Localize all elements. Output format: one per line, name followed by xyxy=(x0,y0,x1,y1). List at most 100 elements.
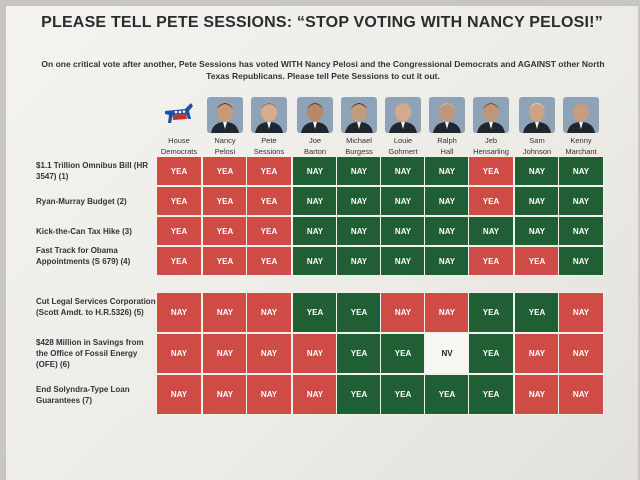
vote-cell: NAY xyxy=(202,333,248,374)
column-name-line-1: Michael xyxy=(346,136,372,145)
vote-cell: NAY xyxy=(292,186,338,216)
row-label: Ryan-Murray Budget (2) xyxy=(36,196,127,206)
vote-cell: NAY xyxy=(292,156,338,186)
vote-cell: YEA xyxy=(424,374,470,415)
vote-cell: NAY xyxy=(336,186,382,216)
vote-cell: NAY xyxy=(558,186,604,216)
portrait-icon xyxy=(429,97,465,133)
vote-cell: NAY xyxy=(246,333,292,374)
vote-cell: NAY xyxy=(558,292,604,333)
column-name-line-1: Louie xyxy=(393,136,413,145)
vote-cell: NAY xyxy=(292,246,338,276)
vote-cell: NAY xyxy=(246,292,292,333)
subtitle-line-1: On one critical vote after another, Pete… xyxy=(41,59,605,69)
row-label: $428 Million in Savings from the Office … xyxy=(36,338,144,369)
row-label: End Solyndra-Type Loan Guarantees (7) xyxy=(36,384,130,405)
vote-cell: YEA xyxy=(380,333,426,374)
portrait-icon xyxy=(563,97,599,133)
portrait-icon xyxy=(473,97,509,133)
vote-cell: YEA xyxy=(336,292,382,333)
portrait-icon xyxy=(519,97,555,133)
column-name: Jeb Hensarling xyxy=(469,135,513,157)
vote-cell: YEA xyxy=(202,216,248,246)
vote-cell: NAY xyxy=(380,292,426,333)
vote-cell: YEA xyxy=(292,292,338,333)
page-title: PLEASE TELL PETE SESSIONS: “STOP VOTING … xyxy=(41,14,603,31)
column-name-line-2: Barton xyxy=(303,147,327,156)
subtitle-line-2: Texas Republicans. Please tell Pete Sess… xyxy=(206,71,440,81)
vote-cell: YEA xyxy=(156,156,202,186)
column-name-line-1: Joe xyxy=(308,136,322,145)
vote-cell: NAY xyxy=(380,216,426,246)
vote-cell: YEA xyxy=(514,246,560,276)
portrait-icon xyxy=(251,97,287,133)
vote-cell: NAY xyxy=(558,333,604,374)
portrait-icon xyxy=(341,97,377,133)
column-name: Ralph Hall xyxy=(425,135,469,157)
vote-cell: NAY xyxy=(380,156,426,186)
column-name-line-1: Kenny xyxy=(570,136,592,145)
row-label: $1.1 Trillion Omnibus Bill (HR 3547) (1) xyxy=(36,161,149,181)
vote-cell: NAY xyxy=(514,186,560,216)
vote-cell: YEA xyxy=(156,246,202,276)
vote-cell: NAY xyxy=(336,246,382,276)
column-name-line-2: Burgess xyxy=(345,147,373,156)
column-name-line-1: House xyxy=(168,136,190,145)
vote-cell: YEA xyxy=(468,292,514,333)
column-name: Nancy Pelosi xyxy=(203,135,247,157)
donkey-logo-icon xyxy=(161,97,197,133)
page-subtitle: On one critical vote after another, Pete… xyxy=(38,58,608,82)
vote-cell: NAY xyxy=(292,374,338,415)
vote-cell: YEA xyxy=(336,333,382,374)
column-name-line-1: Nancy xyxy=(214,136,236,145)
column-name: Joe Barton xyxy=(293,135,337,157)
vote-cell: NAY xyxy=(156,374,202,415)
vote-cell: NAY xyxy=(514,216,560,246)
column-name-line-2: Hensarling xyxy=(473,147,509,156)
column-name: Michael Burgess xyxy=(337,135,381,157)
vote-cell: NAY xyxy=(156,292,202,333)
vote-cell: NAY xyxy=(156,333,202,374)
vote-cell: NAY xyxy=(336,216,382,246)
portrait-icon xyxy=(385,97,421,133)
vote-cell: NAY xyxy=(424,292,470,333)
vote-cell: YEA xyxy=(202,156,248,186)
vote-cell: NAY xyxy=(514,333,560,374)
vote-cell: NAY xyxy=(424,246,470,276)
portrait-icon xyxy=(207,97,243,133)
vote-cell: NAY xyxy=(202,374,248,415)
vote-cell: NAY xyxy=(336,156,382,186)
vote-cell: NAY xyxy=(246,374,292,415)
vote-cell: YEA xyxy=(380,374,426,415)
column-name: Sam Johnson xyxy=(515,135,559,157)
vote-cell: NAY xyxy=(558,156,604,186)
vote-cell: YEA xyxy=(202,246,248,276)
vote-cell: NAY xyxy=(514,156,560,186)
vote-cell: YEA xyxy=(468,374,514,415)
vote-cell: NAY xyxy=(380,246,426,276)
vote-cell: NAY xyxy=(558,374,604,415)
vote-cell: YEA xyxy=(246,246,292,276)
vote-cell: YEA xyxy=(246,156,292,186)
column-name-line-1: Pete xyxy=(261,136,277,145)
column-name-line-2: Johnson xyxy=(522,147,552,156)
vote-cell: NAY xyxy=(558,216,604,246)
column-name: House Democrats xyxy=(157,135,201,157)
column-name: Louie Gohmert xyxy=(381,135,425,157)
vote-cell: NAY xyxy=(202,292,248,333)
vote-cell: NAY xyxy=(424,156,470,186)
vote-cell: NAY xyxy=(514,374,560,415)
vote-cell: YEA xyxy=(202,186,248,216)
vote-cell: NAY xyxy=(292,333,338,374)
column-name-line-2: Gohmert xyxy=(388,147,418,156)
vote-cell: YEA xyxy=(156,186,202,216)
vote-cell: YEA xyxy=(514,292,560,333)
row-label: Cut Legal Services Corporation (Scott Am… xyxy=(36,297,156,317)
column-name-line-2: Pelosi xyxy=(214,147,236,156)
vote-cell: NAY xyxy=(292,216,338,246)
column-name-line-2: Hall xyxy=(440,147,454,156)
row-label: Kick-the-Can Tax Hike (3) xyxy=(36,226,132,236)
column-name-line-1: Jeb xyxy=(484,136,498,145)
column-name-line-2: Marchant xyxy=(565,147,597,156)
vote-cell: YEA xyxy=(246,216,292,246)
